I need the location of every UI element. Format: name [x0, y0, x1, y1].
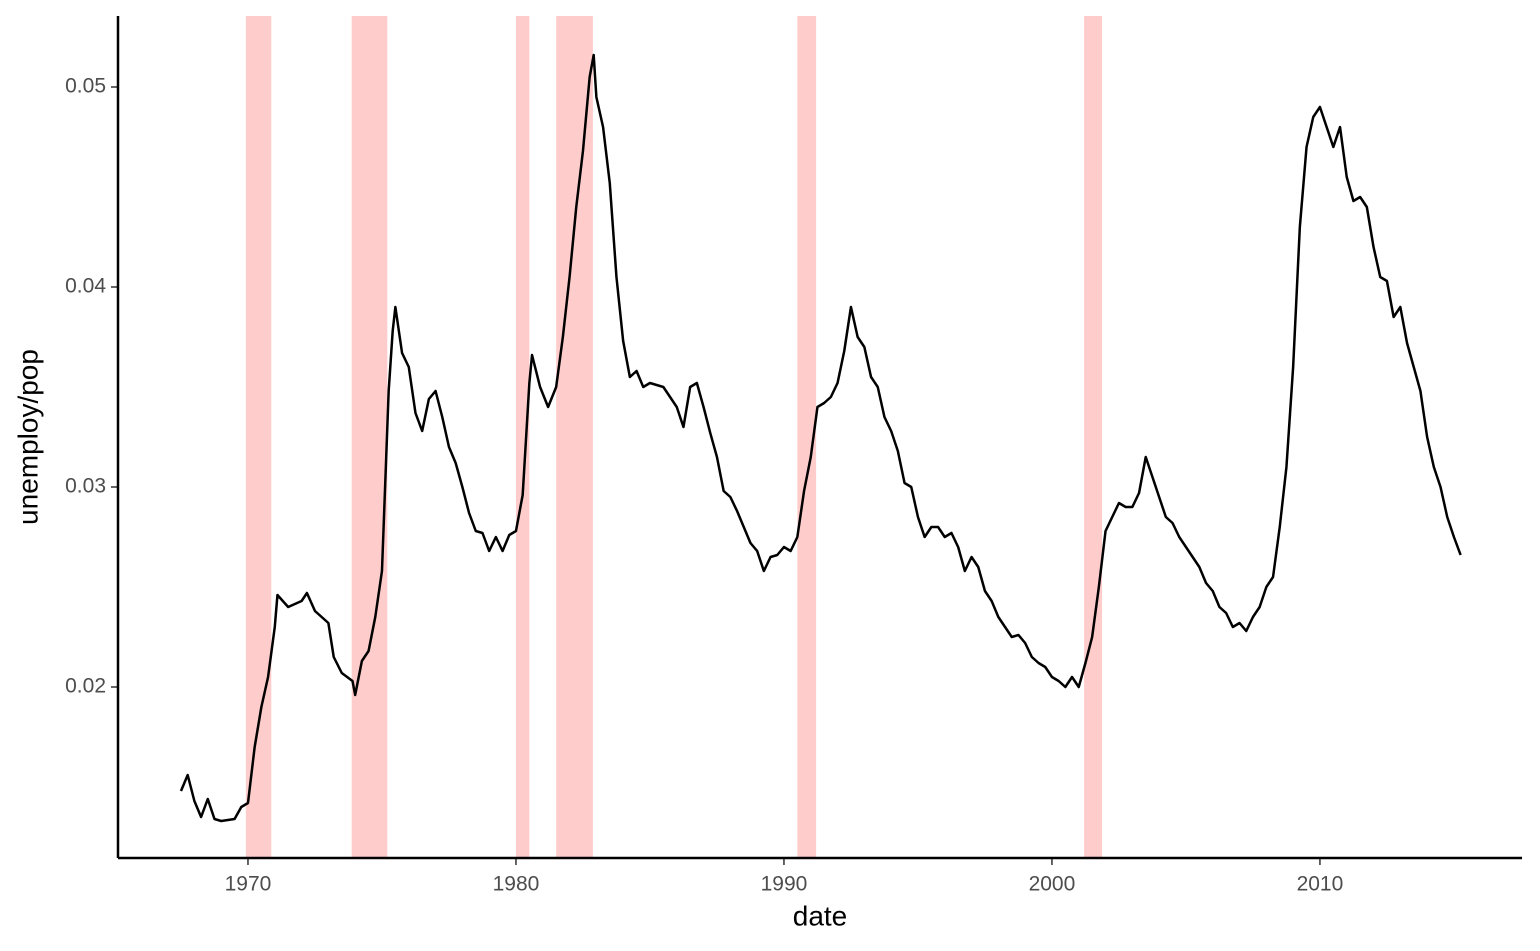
recession-band	[1084, 16, 1103, 858]
recession-band	[797, 16, 817, 858]
x-tick-label: 1980	[493, 873, 540, 896]
y-tick-label: 0.04	[65, 275, 106, 298]
x-axis-title: date	[793, 900, 848, 931]
recession-band	[556, 16, 593, 858]
data-line	[179, 53, 1462, 823]
x-tick-label: 2000	[1029, 873, 1076, 896]
recession-band	[515, 16, 530, 858]
recession-band	[351, 16, 388, 858]
recession-band	[245, 16, 272, 858]
y-tick-label: 0.05	[65, 75, 106, 98]
y-axis-title: unemploy/pop	[12, 349, 43, 525]
y-tick-label: 0.02	[65, 675, 106, 698]
x-tick-label: 2010	[1297, 873, 1344, 896]
x-tick-label: 1970	[225, 873, 272, 896]
y-tick-label: 0.03	[65, 475, 106, 498]
x-tick-label: 1990	[761, 873, 808, 896]
